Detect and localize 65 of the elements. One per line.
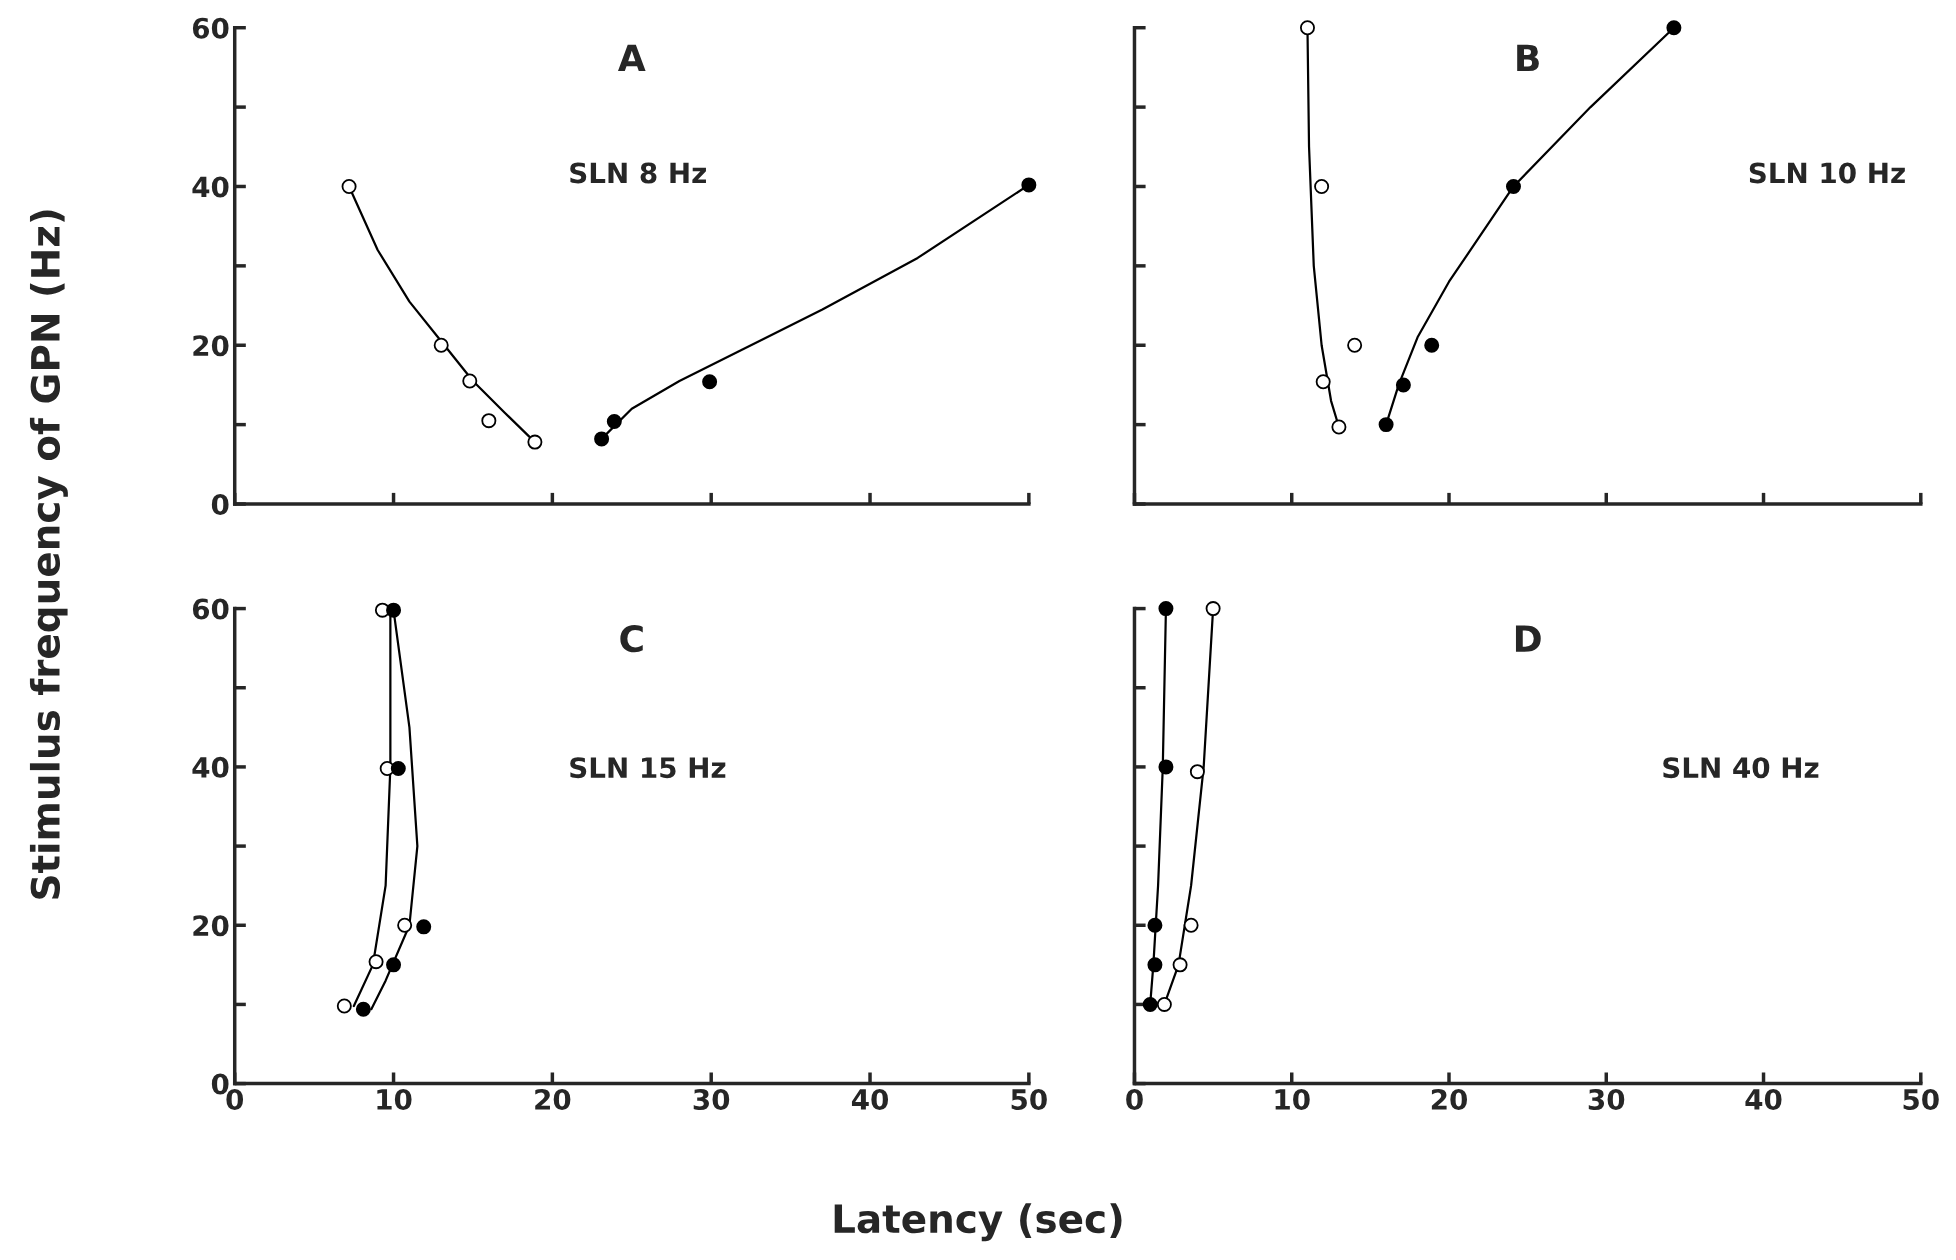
point xyxy=(397,917,413,933)
y-tick-label: 60 xyxy=(192,17,229,39)
y-tick-label: 20 xyxy=(193,335,229,357)
point xyxy=(1147,917,1163,933)
point xyxy=(355,1001,371,1017)
point xyxy=(1505,178,1521,194)
y-tick-label: 0 xyxy=(211,493,229,515)
point xyxy=(1424,337,1440,353)
point xyxy=(1147,957,1163,973)
chart-title: B xyxy=(1517,44,1539,72)
x-tick-label: 50 xyxy=(1011,1088,1047,1110)
point xyxy=(1315,374,1331,390)
point xyxy=(386,602,402,618)
point xyxy=(1183,917,1199,933)
annotation: SLN 10 Hz xyxy=(1749,162,1905,184)
x-tick-label: 10 xyxy=(1275,1088,1310,1110)
annotation: SLN 40 Hz xyxy=(1663,757,1819,779)
point xyxy=(390,761,406,776)
x-tick-label: 20 xyxy=(1431,1088,1467,1110)
point xyxy=(1158,601,1174,617)
y-tick-label: 40 xyxy=(192,176,229,198)
point xyxy=(1172,957,1188,973)
y-tick-label: 40 xyxy=(192,756,229,778)
point xyxy=(594,431,610,447)
x-tick-label: 40 xyxy=(1745,1088,1782,1110)
point xyxy=(1378,417,1394,433)
y-tick-label: 60 xyxy=(192,598,229,620)
point xyxy=(1156,996,1172,1012)
point xyxy=(1347,337,1363,353)
point xyxy=(1395,377,1411,393)
point xyxy=(433,337,449,353)
point xyxy=(1331,419,1347,435)
x-tick-label: 50 xyxy=(1903,1088,1939,1110)
x-tick-label: 0 xyxy=(1126,1088,1143,1110)
y-tick-label: 20 xyxy=(193,915,229,937)
annotation: SLN 8 Hz xyxy=(570,162,706,184)
point xyxy=(481,413,497,429)
x-tick-label: 40 xyxy=(851,1088,889,1110)
point xyxy=(368,954,384,970)
point xyxy=(1158,759,1174,775)
point xyxy=(702,374,718,390)
x-tick-label: 20 xyxy=(535,1088,571,1110)
point xyxy=(336,998,352,1014)
x-tick-label: 30 xyxy=(693,1088,730,1110)
point xyxy=(386,957,402,973)
chart-title: A xyxy=(617,44,646,72)
point xyxy=(1142,996,1158,1012)
point xyxy=(1021,177,1037,193)
point xyxy=(416,919,432,935)
point xyxy=(1205,601,1221,617)
x-axis-title: Latency (sec) xyxy=(834,1203,1122,1242)
x-tick-label: 10 xyxy=(377,1088,412,1110)
chart-title: D xyxy=(1515,625,1541,652)
point xyxy=(606,413,622,429)
annotation: SLN 15 Hz xyxy=(570,757,726,779)
point xyxy=(1189,764,1205,780)
point xyxy=(1299,20,1315,36)
point xyxy=(527,434,543,450)
y-axis-title: Stimulus frequency of GPN (Hz) xyxy=(29,210,68,899)
x-tick-label: 30 xyxy=(1588,1088,1625,1110)
point xyxy=(1666,20,1682,36)
point xyxy=(462,373,478,389)
point xyxy=(1314,178,1330,194)
chart-title: C xyxy=(620,624,643,653)
point xyxy=(341,178,357,194)
